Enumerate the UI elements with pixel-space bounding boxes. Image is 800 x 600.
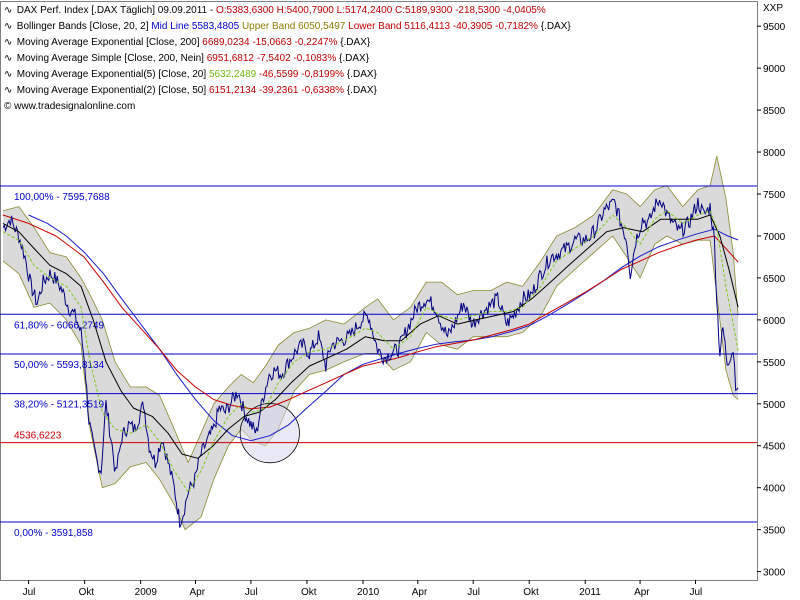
bollinger-upper-line <box>2 155 739 463</box>
legend-bollinger-lower: Lower Band 5116,4113 -40,3905 -0,7182% <box>348 21 538 32</box>
legend-row-ema200[interactable]: ∿ Moving Average Exponential [Close, 200… <box>4 35 571 51</box>
x-tick-label: Okt <box>523 587 539 598</box>
x-tick-label: Jul <box>689 587 702 598</box>
support-level-label: 4536,6223 <box>14 431 62 442</box>
x-tick-label: Jul <box>245 587 258 598</box>
legend-ema200-symbol: {.DAX} <box>340 37 371 48</box>
corner-label: XXP <box>763 3 784 14</box>
highlight-circle <box>239 403 300 464</box>
copyright-text: © www.tradesignalonline.com <box>4 101 136 112</box>
x-tick-label: Jul <box>467 587 480 598</box>
fib-level-label: 50,00% - 5593,8134 <box>14 360 105 371</box>
x-tick-label: Apr <box>189 587 205 598</box>
legend-row-copyright: © www.tradesignalonline.com <box>4 99 571 115</box>
fib-level-label: 38,20% - 5121,3519 <box>14 400 105 411</box>
legend-ema50-value: 6151,2134 -39,2361 -0,6338% <box>208 85 345 96</box>
y-tick-label: 8500 <box>763 106 786 117</box>
y-tick-label: 6500 <box>763 274 786 285</box>
legend-row-price[interactable]: ∿ DAX Perf. Index [.DAX Täglich] 09.09.2… <box>4 3 571 19</box>
x-tick-label: 2009 <box>135 587 158 598</box>
legend-row-ema20[interactable]: ∿ Moving Average Exponential(5) [Close, … <box>4 67 571 83</box>
legend-ema20-symbol: {.DAX} <box>346 69 377 80</box>
y-tick-label: 6000 <box>763 316 786 327</box>
sma200-line <box>28 214 739 442</box>
legend-ema20-value: 5632,2489 <box>208 69 257 80</box>
x-tick-label: 2011 <box>579 587 601 598</box>
x-tick-label: Okt <box>79 587 95 598</box>
legend-sma200-symbol: {.DAX} <box>339 53 370 64</box>
indicator-legend: ∿ DAX Perf. Index [.DAX Täglich] 09.09.2… <box>4 3 571 115</box>
fib-level-label: 100,00% - 7595,7688 <box>14 192 110 203</box>
indicator-wave-icon: ∿ <box>4 53 13 64</box>
legend-row-bollinger[interactable]: ∿ Bollinger Bands [Close, 20, 2] Mid Lin… <box>4 19 571 35</box>
ema20-line <box>2 210 739 493</box>
y-tick-label: 7000 <box>763 232 786 243</box>
legend-ema20-change: -46,5599 -0,8199% <box>259 69 345 80</box>
legend-bollinger-symbol: {.DAX} <box>540 21 571 32</box>
legend-bollinger-name: Bollinger Bands [Close, 20, 2] <box>16 21 149 32</box>
fib-level-label: 61,80% - 6066,2749 <box>14 320 105 331</box>
legend-price-date: 09.09.2011 <box>157 5 208 16</box>
legend-price-close: C:5189,9300 -218,5300 -4,0405% <box>395 5 546 16</box>
x-tick-label: 2010 <box>357 587 380 598</box>
y-tick-label: 3500 <box>763 526 786 537</box>
x-tick-label: Apr <box>634 587 650 598</box>
legend-bollinger-upper: Upper Band 6050,5497 <box>241 21 346 32</box>
indicator-wave-icon: ∿ <box>4 85 13 96</box>
legend-ema50-name: Moving Average Exponential(2) [Close, 50… <box>16 85 207 96</box>
y-tick-label: 5000 <box>763 400 786 411</box>
legend-ema20-name: Moving Average Exponential(5) [Close, 20… <box>16 69 207 80</box>
plot-frame <box>0 1 758 581</box>
indicator-wave-icon: ∿ <box>4 37 13 48</box>
y-tick-label: 4000 <box>763 484 786 495</box>
legend-sma200-value: 6951,6812 -7,5402 -0,1083% <box>206 53 337 64</box>
legend-sma200-name: Moving Average Simple [Close, 200, Nein] <box>16 53 204 64</box>
y-tick-label: 3000 <box>763 568 786 579</box>
legend-ema200-name: Moving Average Exponential [Close, 200] <box>16 37 200 48</box>
x-tick-label: Jul <box>23 587 36 598</box>
legend-ema50-symbol: {.DAX} <box>346 85 377 96</box>
legend-price-ohl: O:5383,6300 H:5400,7900 L:5174,2400 <box>215 5 393 16</box>
y-tick-label: 9000 <box>763 64 786 75</box>
y-tick-label: 8000 <box>763 148 786 159</box>
y-tick-label: 9500 <box>763 22 786 33</box>
bollinger-lower-line <box>2 235 739 531</box>
legend-price-name: DAX Perf. Index [.DAX Täglich] <box>16 5 155 16</box>
indicator-wave-icon: ∿ <box>4 69 13 80</box>
legend-bollinger-mid: Mid Line 5583,4805 <box>151 21 240 32</box>
legend-row-ema50[interactable]: ∿ Moving Average Exponential(2) [Close, … <box>4 83 571 99</box>
bollinger-band-fill <box>3 156 739 530</box>
fib-level-label: 0,00% - 3591,858 <box>14 528 93 539</box>
legend-ema200-value: 6689,0234 -15,0663 -0,2247% <box>202 37 338 48</box>
ema50-line <box>2 214 739 459</box>
indicator-wave-icon: ∿ <box>4 5 13 16</box>
x-tick-label: Okt <box>301 587 317 598</box>
legend-row-sma200[interactable]: ∿ Moving Average Simple [Close, 200, Nei… <box>4 51 571 67</box>
y-tick-label: 7500 <box>763 190 786 201</box>
x-tick-label: Apr <box>412 587 428 598</box>
y-tick-label: 4500 <box>763 442 786 453</box>
y-tick-label: 5500 <box>763 358 786 369</box>
indicator-wave-icon: ∿ <box>4 21 13 32</box>
